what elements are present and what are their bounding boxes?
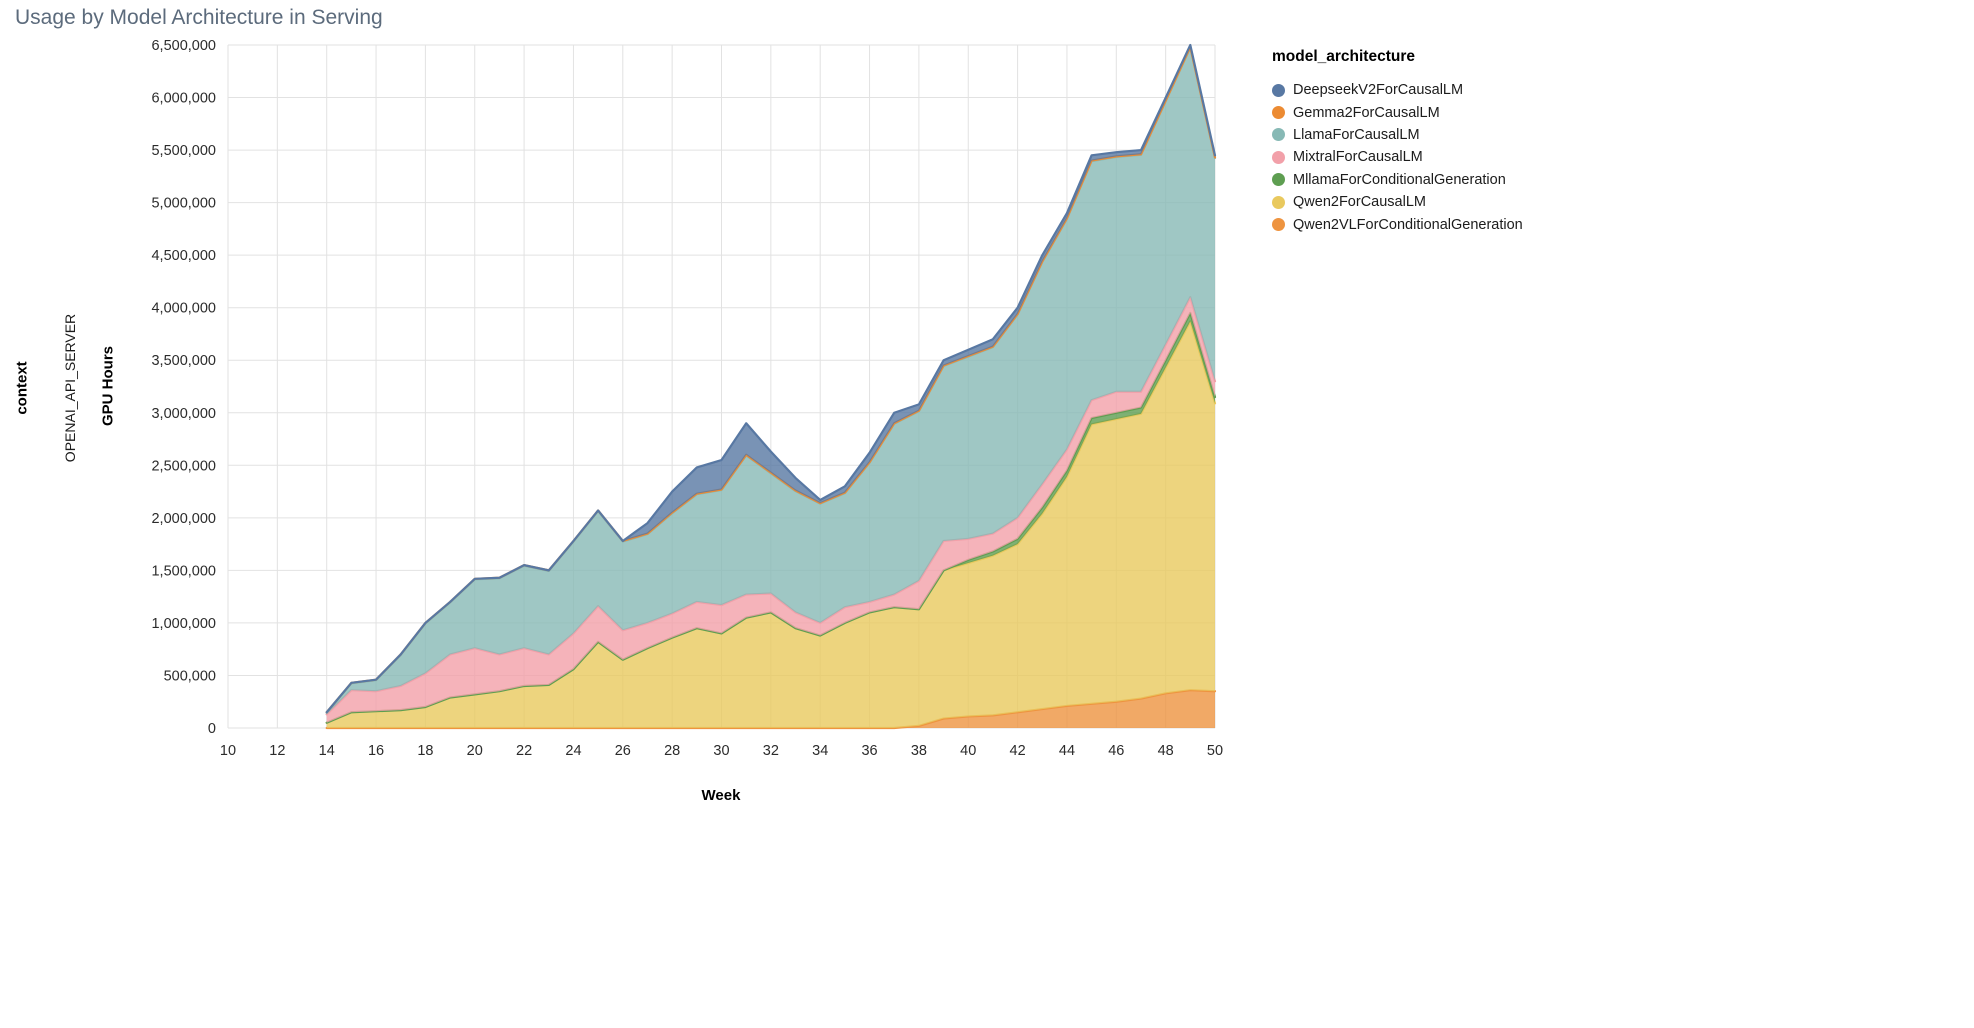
y-tick-label: 5,500,000 bbox=[151, 143, 216, 159]
x-tick-label: 20 bbox=[467, 743, 483, 759]
legend-item-label: MllamaForConditionalGeneration bbox=[1293, 171, 1506, 188]
legend: model_architecture DeepseekV2ForCausalLM… bbox=[1272, 48, 1523, 236]
y-tick-label: 6,500,000 bbox=[151, 38, 216, 54]
x-tick-label: 16 bbox=[368, 743, 384, 759]
x-tick-label: 50 bbox=[1207, 743, 1223, 759]
legend-item: Gemma2ForCausalLM bbox=[1272, 101, 1523, 123]
legend-item: Qwen2VLForConditionalGeneration bbox=[1272, 213, 1523, 235]
y-tick-label: 2,500,000 bbox=[151, 458, 216, 474]
area-Qwen2VLForConditionalGeneration bbox=[326, 690, 1215, 728]
x-tick-label: 28 bbox=[664, 743, 680, 759]
legend-item: MllamaForConditionalGeneration bbox=[1272, 169, 1523, 191]
legend-swatch-icon bbox=[1272, 218, 1285, 232]
x-tick-label: 38 bbox=[911, 743, 927, 759]
x-tick-label: 30 bbox=[713, 743, 729, 759]
legend-item-label: MixtralForCausalLM bbox=[1293, 149, 1423, 166]
y-tick-labels: 0 500,000 1,000,000 1,500,000 2,000,000 2,500… bbox=[151, 38, 216, 737]
y-tick-label: 1,500,000 bbox=[151, 563, 216, 579]
x-tick-label: 18 bbox=[417, 743, 433, 759]
x-tick-label: 48 bbox=[1158, 743, 1174, 759]
x-tick-label: 32 bbox=[763, 743, 779, 759]
x-tick-label: 22 bbox=[516, 743, 532, 759]
legend-item: MixtralForCausalLM bbox=[1272, 146, 1523, 168]
y-tick-label: 0 bbox=[208, 721, 216, 737]
legend-swatch-icon bbox=[1272, 173, 1285, 187]
x-tick-label: 34 bbox=[812, 743, 828, 759]
x-axis-title: Week bbox=[701, 787, 741, 804]
legend-item: DeepseekV2ForCausalLM bbox=[1272, 79, 1523, 101]
y-tick-label: 3,500,000 bbox=[151, 353, 216, 369]
y-tick-label: 2,000,000 bbox=[151, 511, 216, 527]
x-tick-label: 24 bbox=[565, 743, 581, 759]
y-tick-label: 5,000,000 bbox=[151, 196, 216, 212]
legend-item: Qwen2ForCausalLM bbox=[1272, 191, 1523, 213]
x-tick-label: 12 bbox=[269, 743, 285, 759]
x-tick-label: 10 bbox=[220, 743, 236, 759]
area-Qwen2ForCausalLM bbox=[326, 321, 1215, 728]
legend-item-label: Gemma2ForCausalLM bbox=[1293, 104, 1440, 121]
area-line-DeepseekV2ForCausalLM bbox=[325, 43, 1217, 714]
legend-items: DeepseekV2ForCausalLM Gemma2ForCausalLM Ll… bbox=[1272, 79, 1523, 236]
legend-item: LlamaForCausalLM bbox=[1272, 124, 1523, 146]
legend-item-label: LlamaForCausalLM bbox=[1293, 126, 1420, 143]
x-tick-label: 44 bbox=[1059, 743, 1075, 759]
y-tick-label: 4,500,000 bbox=[151, 248, 216, 264]
page-title: Usage by Model Architecture in Serving bbox=[15, 6, 383, 29]
x-tick-label: 36 bbox=[861, 743, 877, 759]
legend-item-label: Qwen2VLForConditionalGeneration bbox=[1293, 216, 1523, 233]
legend-swatch-icon bbox=[1272, 106, 1285, 120]
area-LlamaForCausalLM bbox=[326, 47, 1215, 715]
x-tick-label: 40 bbox=[960, 743, 976, 759]
x-tick-label: 46 bbox=[1108, 743, 1124, 759]
y-tick-label: 3,000,000 bbox=[151, 406, 216, 422]
area-MllamaForConditionalGeneration bbox=[326, 312, 1215, 723]
x-tick-label: 42 bbox=[1010, 743, 1026, 759]
legend-item-label: Qwen2ForCausalLM bbox=[1293, 194, 1426, 211]
y-tick-label: 4,000,000 bbox=[151, 301, 216, 317]
x-tick-label: 14 bbox=[319, 743, 335, 759]
y-tick-label: 6,000,000 bbox=[151, 91, 216, 107]
y-tick-label: 500,000 bbox=[164, 668, 216, 684]
x-tick-labels: 10 12 14 16 18 20 22 24 26 28 30 32 34 36 38 40 42 44 46 48… bbox=[220, 743, 1223, 759]
legend-swatch-icon bbox=[1272, 83, 1285, 97]
legend-title: model_architecture bbox=[1272, 48, 1415, 65]
area-MixtralForCausalLM bbox=[326, 297, 1215, 723]
x-tick-label: 26 bbox=[615, 743, 631, 759]
legend-swatch-icon bbox=[1272, 150, 1285, 164]
legend-swatch-icon bbox=[1272, 195, 1285, 209]
areas-group bbox=[325, 43, 1217, 730]
legend-swatch-icon bbox=[1272, 128, 1285, 142]
y-tick-label: 1,000,000 bbox=[151, 616, 216, 632]
legend-item-label: DeepseekV2ForCausalLM bbox=[1293, 82, 1464, 99]
